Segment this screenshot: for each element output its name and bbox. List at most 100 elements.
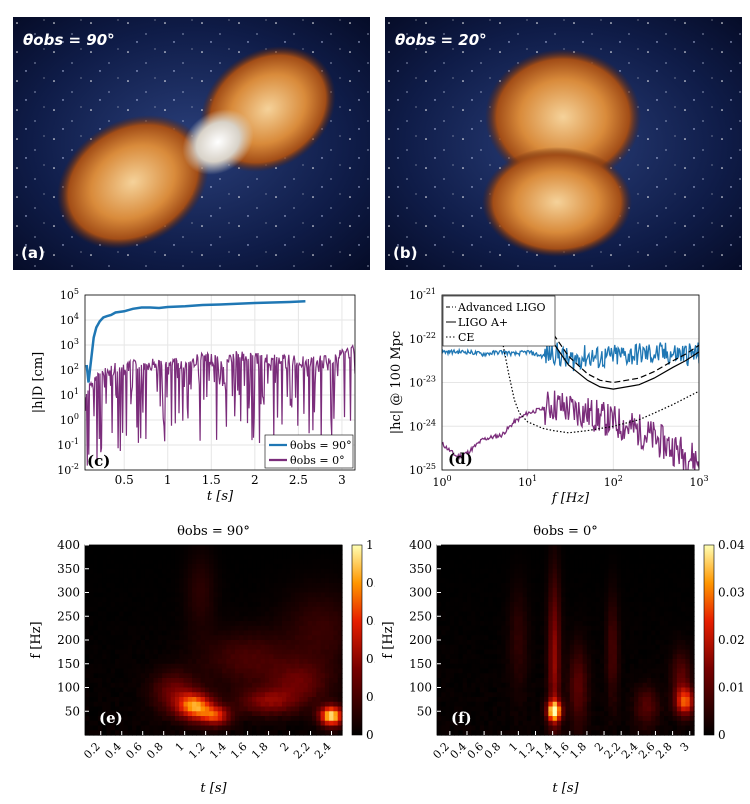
heatmap-cell [646,692,652,698]
heatmap-cell [646,625,652,632]
heatmap-cell [299,654,305,660]
heatmap-cell [239,644,245,651]
heatmap-cell [312,692,317,698]
heatmap-cell [303,730,309,736]
heatmap-cell [140,654,146,660]
heatmap-cell [140,545,146,551]
heatmap-cell [685,659,691,665]
heatmap-cell [462,597,468,603]
heatmap-cell [612,583,618,589]
heatmap-cell [89,668,95,674]
heatmap-cell [621,720,627,727]
heatmap-cell [505,564,511,570]
heatmap-cell [119,701,125,708]
heatmap-cell [634,640,639,646]
heatmap-cell [522,711,528,717]
heatmap-cell [286,616,292,622]
heatmap-cell [458,625,464,632]
heatmap-cell [578,597,584,603]
heatmap-cell [466,592,472,598]
heatmap-cell [552,592,558,598]
heatmap-cell [239,611,245,617]
heatmap-cell [303,597,309,603]
heatmap-cell [608,687,614,693]
heatmap-cell [672,606,678,613]
heatmap-cell [441,578,447,584]
heatmap-cell [222,678,227,684]
heatmap-cell [282,697,287,703]
heatmap-cell [646,706,652,712]
heatmap-cell [157,568,163,575]
heatmap-cell [582,692,588,698]
heatmap-cell [659,573,665,579]
heatmap-cell [586,578,592,584]
heatmap-cell [273,597,279,603]
heatmap-cell [282,649,287,655]
heatmap-cell [247,725,253,731]
heatmap-cell [123,706,129,712]
heatmap-cell [269,678,275,684]
heatmap-cell [299,545,305,551]
heatmap-cell [243,730,249,736]
heatmap-cell [179,635,185,641]
heatmap-cell [556,587,562,594]
heatmap-cell [437,654,442,660]
heatmap-cell [642,678,648,684]
heatmap-cell [462,706,468,712]
heatmap-cell [303,711,309,717]
heatmap-cell [659,578,665,584]
heatmap-cell [672,654,678,660]
heatmap-cell [531,621,537,627]
heatmap-cell [509,587,515,594]
heatmap-cell [518,625,524,632]
heatmap-cell [157,545,163,551]
heatmap-cell [565,606,571,613]
heatmap-cell [162,654,167,660]
heatmap-cell [157,573,163,579]
heatmap-cell [561,687,567,693]
heatmap-cell [307,549,313,556]
heatmap-cell [604,592,609,598]
heatmap-cell [286,621,292,627]
heatmap-cell [174,720,180,727]
heatmap-cell [634,687,639,693]
heatmap-cell [591,720,597,727]
heatmap-cell [466,668,472,674]
heatmap-cell [569,725,575,731]
heatmap-cell [209,678,215,684]
heatmap-cell [119,697,125,703]
heatmap-cell [531,682,537,689]
heatmap-cell [89,730,95,736]
heatmap-cell [689,692,695,698]
heatmap-cell [445,692,451,698]
heatmap-cell [518,649,524,655]
heatmap-cell [501,692,507,698]
heatmap-cell [119,597,125,603]
heatmap-cell [466,597,472,603]
heatmap-cell [247,644,253,651]
heatmap-cell [642,568,648,575]
heatmap-cell [676,606,682,613]
heatmap-cell [303,697,309,703]
heatmap-cell [496,730,502,736]
heatmap-cell [132,678,137,684]
heatmap-cell [239,706,245,712]
heatmap-cell [659,716,665,722]
heatmap-cell [153,592,159,598]
heatmap-cell [247,564,253,570]
heatmap-cell [578,621,584,627]
heatmap-cell [316,559,322,565]
heatmap-cell [97,687,103,693]
heatmap-cell [256,692,262,698]
heatmap-cell [582,687,588,693]
heatmap-cell [97,587,103,594]
heatmap-cell [492,597,498,603]
heatmap-cell [548,678,554,684]
heatmap-cell [252,564,257,570]
heatmap-cell [522,649,528,655]
heatmap-cell [144,725,150,731]
heatmap-cell [522,687,528,693]
heatmap-cell [226,692,232,698]
heatmap-cell [140,716,146,722]
x-tick-label: 1 [173,740,187,754]
